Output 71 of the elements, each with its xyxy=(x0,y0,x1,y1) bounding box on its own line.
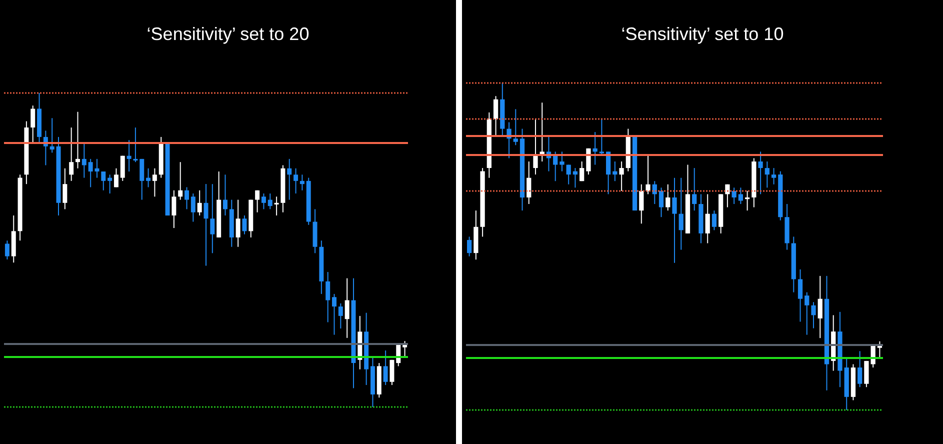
candlestick xyxy=(390,359,394,386)
candlestick xyxy=(493,96,498,136)
candlestick xyxy=(140,158,144,200)
candlestick xyxy=(526,160,532,204)
candlestick xyxy=(744,190,750,212)
candlestick xyxy=(466,236,472,257)
candlestick xyxy=(732,187,736,204)
candlestick xyxy=(236,199,240,248)
candlestick xyxy=(184,186,190,210)
candlestick xyxy=(287,158,292,200)
candlestick xyxy=(178,162,183,200)
candlestick xyxy=(764,160,770,188)
candlestick xyxy=(658,187,664,218)
candlestick xyxy=(126,140,132,172)
candlestick xyxy=(4,240,10,260)
candlestick xyxy=(172,190,176,229)
candlestick xyxy=(566,164,571,185)
candlestick xyxy=(619,160,624,192)
candlestick xyxy=(152,168,157,198)
candlestick xyxy=(513,108,518,146)
candlestick xyxy=(222,174,228,216)
candlestick xyxy=(69,127,74,182)
candlestick xyxy=(50,118,54,154)
candlestick xyxy=(326,271,330,323)
candlestick xyxy=(818,275,822,339)
candlestick xyxy=(804,292,810,336)
candlestick xyxy=(146,168,151,188)
candlestick xyxy=(261,192,266,210)
candlestick xyxy=(114,168,118,188)
candlestick xyxy=(666,184,670,212)
candlestick xyxy=(672,177,677,264)
candlestick xyxy=(858,350,862,388)
chart-title: ‘Sensitivity’ set to 20 xyxy=(146,24,310,44)
candlestick xyxy=(108,174,112,194)
candlestick xyxy=(338,302,343,329)
candlestick xyxy=(646,154,650,195)
candlestick xyxy=(62,168,68,210)
candlestick xyxy=(101,171,106,191)
candlestick xyxy=(133,127,138,163)
candlestick xyxy=(712,210,717,231)
candlestick xyxy=(599,118,604,156)
candlestick xyxy=(738,187,744,204)
candlestick xyxy=(580,160,584,182)
candlestick xyxy=(639,184,644,224)
candlestick xyxy=(268,192,272,210)
candlestick xyxy=(758,151,763,195)
candlestick xyxy=(30,105,36,144)
candlestick xyxy=(76,111,80,169)
candlestick xyxy=(344,278,350,338)
candlestick xyxy=(332,293,336,336)
candlestick xyxy=(300,174,304,191)
candlestick xyxy=(242,214,247,235)
candlestick xyxy=(533,118,538,176)
candlestick xyxy=(692,168,697,212)
candlestick xyxy=(197,190,202,216)
candlestick xyxy=(294,168,298,194)
candlestick xyxy=(120,155,125,182)
candlestick xyxy=(864,360,869,388)
candlestick xyxy=(678,177,684,250)
candlestick xyxy=(82,142,86,178)
candlestick xyxy=(210,184,215,254)
candlestick xyxy=(560,151,564,172)
candlestick xyxy=(705,194,710,244)
candlestick xyxy=(255,190,260,213)
candlestick xyxy=(383,350,388,386)
candlestick xyxy=(771,168,776,185)
candlestick xyxy=(798,268,803,322)
candlestick xyxy=(190,192,196,222)
candlestick xyxy=(811,302,816,329)
candlestick xyxy=(274,196,279,216)
chart-title: ‘Sensitivity’ set to 10 xyxy=(621,24,784,44)
